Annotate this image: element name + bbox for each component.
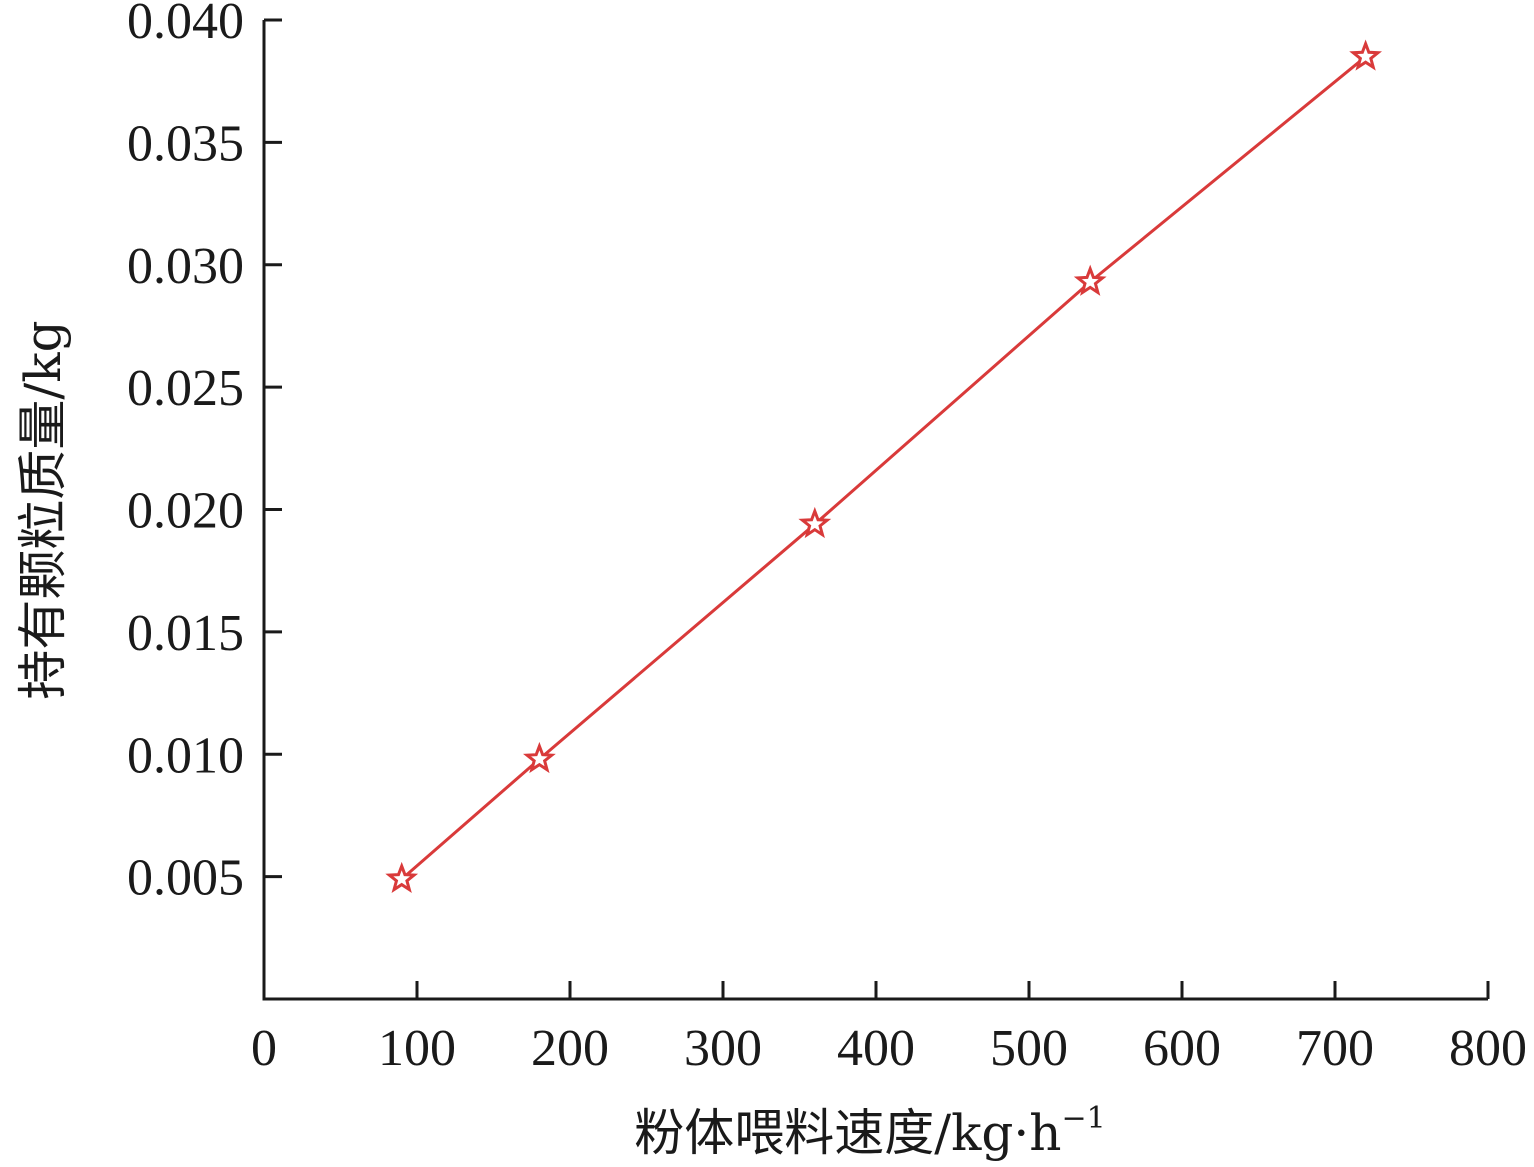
- y-tick-label: 0.040: [127, 0, 244, 50]
- x-axis-title-superscript: −1: [1062, 1101, 1106, 1136]
- y-tick-label: 0.005: [127, 850, 244, 907]
- x-tick-label: 200: [531, 1020, 609, 1077]
- y-tick-label: 0.025: [127, 360, 244, 417]
- series-layer: [385, 39, 1382, 894]
- x-tick-label: 600: [1143, 1020, 1221, 1077]
- axes: [262, 20, 1488, 1001]
- x-tick-label: 400: [837, 1020, 915, 1077]
- x-tick-label: 500: [990, 1020, 1068, 1077]
- data-point-star: [1073, 264, 1107, 296]
- y-tick-label: 0.015: [127, 605, 244, 662]
- x-tick-label: 800: [1449, 1020, 1527, 1077]
- x-ticks: 0 100 200 300 400 500 600 700 800: [251, 981, 1527, 1077]
- x-tick-label: 700: [1296, 1020, 1374, 1077]
- y-tick-label: 0.020: [127, 483, 244, 540]
- x-axis-title: 粉体喂料速度/kg·h−1: [634, 1101, 1105, 1162]
- x-tick-label: 300: [684, 1020, 762, 1077]
- data-point-star: [385, 861, 419, 894]
- data-point-star: [798, 506, 832, 539]
- y-tick-label: 0.030: [127, 238, 244, 295]
- x-tick-label: 0: [251, 1020, 277, 1077]
- y-ticks: 0.005 0.010 0.015 0.020 0.025 0.030 0.035 0.040: [127, 0, 282, 907]
- data-point-star: [1349, 39, 1382, 71]
- y-tick-label: 0.010: [127, 727, 244, 784]
- y-axis-title: 持有颗粒质量/kg: [14, 320, 72, 699]
- x-tick-label: 100: [378, 1020, 456, 1077]
- y-tick-label: 0.035: [127, 115, 244, 172]
- data-point-star: [523, 741, 556, 774]
